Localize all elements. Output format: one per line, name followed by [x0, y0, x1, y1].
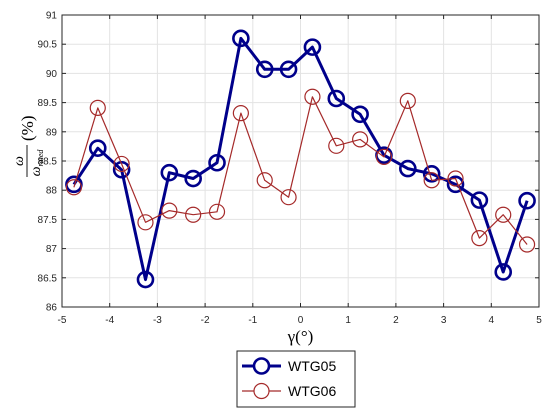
y-axis-label-denominator-symbol: ω: [29, 166, 44, 176]
legend-item-wtg06: WTG06: [242, 382, 336, 400]
y-tick-label: 86: [46, 303, 58, 314]
x-tick-label: -4: [105, 315, 114, 326]
data-point: [495, 206, 512, 223]
data-point: [422, 165, 441, 183]
y-axis-label-denominator-subscript: rated: [36, 149, 45, 167]
x-tick-label: 4: [489, 315, 495, 326]
data-point: [328, 137, 345, 154]
y-tick-label: 88: [46, 186, 58, 197]
data-point: [208, 203, 226, 220]
data-point: [399, 159, 417, 178]
x-tick-label: -5: [58, 315, 67, 326]
x-axis-ticks: -5 -4 -3 -2 -1 0 1 2 3 4 5: [58, 15, 542, 326]
data-point: [136, 270, 155, 289]
x-tick-label: 2: [393, 315, 399, 326]
y-tick-label: 89: [46, 127, 58, 138]
data-point: [113, 155, 130, 173]
x-tick-label: 5: [536, 315, 542, 326]
data-point: [255, 60, 274, 79]
y-axis-label-unit: (%): [18, 116, 37, 141]
series-wtg06: [65, 88, 536, 253]
data-point: [112, 160, 131, 179]
data-point: [232, 105, 249, 122]
data-point: [137, 214, 154, 231]
data-point: [518, 236, 536, 253]
series-line: [72, 36, 529, 282]
data-point: [327, 89, 346, 108]
x-axis-label: γ(°): [287, 327, 314, 346]
y-tick-label: 87: [46, 244, 58, 255]
y-tick-label: 91: [46, 11, 58, 22]
y-tick-label: 87.5: [38, 215, 58, 226]
y-tick-label: 88.5: [38, 157, 58, 168]
data-point: [399, 92, 416, 109]
y-axis-label: ω ωrated (%): [12, 116, 45, 177]
y-axis-label-denominator: ωrated: [29, 149, 45, 177]
legend-item-wtg05: WTG05: [242, 357, 336, 375]
data-point: [208, 153, 226, 172]
data-point: [160, 163, 179, 182]
data-point: [494, 263, 513, 281]
y-tick-label: 90: [46, 69, 58, 80]
y-tick-label: 86.5: [38, 273, 58, 284]
data-point: [446, 175, 465, 194]
data-point: [423, 172, 440, 189]
y-axis-label-numerator: ω: [12, 156, 27, 166]
legend-marker: [253, 382, 270, 400]
legend-marker: [252, 357, 271, 375]
series-layer: [65, 29, 536, 289]
y-tick-label: 90.5: [38, 40, 58, 51]
legend-label: WTG06: [288, 383, 336, 399]
data-point: [279, 60, 298, 79]
x-tick-label: -2: [201, 315, 210, 326]
x-tick-label: 1: [345, 315, 351, 326]
data-point: [304, 88, 321, 105]
data-point: [65, 179, 83, 196]
data-point: [470, 191, 489, 209]
data-point: [351, 105, 369, 124]
y-axis-ticks: 86 86.5 87 87.5 88 88.5 89 89.5 90 90.5 91: [38, 11, 539, 314]
data-point: [471, 229, 488, 247]
x-tick-label: -3: [153, 315, 162, 326]
legend: WTG05 WTG06: [236, 350, 356, 408]
data-point: [185, 206, 202, 223]
data-point: [184, 169, 202, 188]
data-point: [89, 99, 106, 116]
y-tick-label: 89.5: [38, 98, 58, 109]
data-point: [256, 172, 273, 189]
x-tick-label: -1: [248, 315, 257, 326]
data-point: [303, 38, 322, 56]
data-point: [518, 191, 536, 210]
data-point: [280, 189, 297, 206]
data-point: [352, 131, 369, 148]
data-point: [375, 148, 393, 166]
data-point: [232, 29, 250, 48]
data-point: [161, 202, 178, 219]
data-point: [447, 170, 464, 187]
legend-label: WTG05: [288, 358, 336, 374]
data-point: [88, 139, 107, 157]
x-tick-label: 3: [441, 315, 447, 326]
series-line: [73, 96, 528, 245]
x-tick-label: 0: [298, 315, 304, 326]
